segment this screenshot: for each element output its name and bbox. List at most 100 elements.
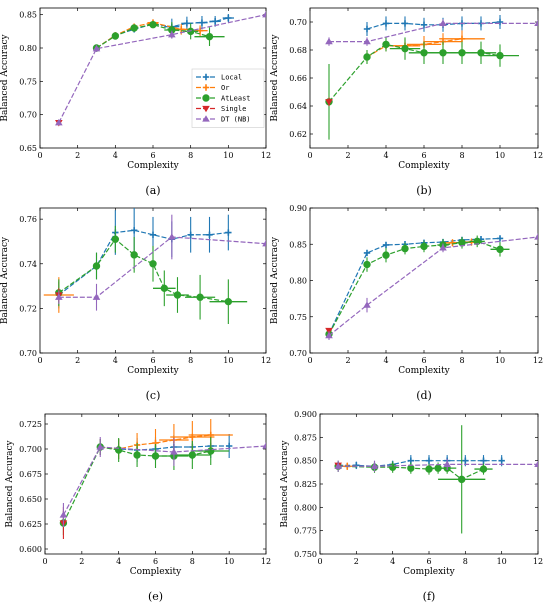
y-tick-label: 0.65 [19,144,37,153]
y-tick-label: 0.70 [289,18,307,27]
data-point [173,291,182,299]
y-tick-label: 0.650 [19,495,42,504]
y-tick-label: 0.700 [19,445,42,454]
y-tick-label: 0.75 [289,313,307,322]
chart-panel-5: 0 2 4 6 8 10 12 0.600 0.625 0.650 0.675 0.700 0.725 C… [5,413,271,603]
series-line [328,240,501,335]
data-point [534,233,538,240]
plot-area [43,208,266,324]
y-axis-title: Balanced Accuracy [0,236,10,324]
y-axis-title: Balanced Accuracy [5,439,15,527]
x-tick-label: 0 [307,356,312,365]
data-point [96,443,105,450]
data-point [420,49,428,57]
legend-label: DT (NB) [221,116,251,124]
y-tick-label: 0.80 [19,44,37,53]
data-point [187,231,194,238]
x-tick-label: 4 [383,151,388,160]
x-axis-title: Complexity [127,161,179,171]
x-tick-label: 8 [190,557,195,566]
data-point [325,331,333,339]
y-tick-label: 0.625 [19,520,42,529]
data-point [363,53,371,61]
series-line [338,463,538,467]
x-tick-label: 6 [150,356,155,365]
data-point [92,262,101,270]
series-line [328,237,501,335]
y-tick-label: 0.875 [294,433,317,442]
panel-letter: (e) [148,590,163,603]
data-point [188,451,197,459]
plot-area [55,10,266,127]
legend-label: AtLeast [221,95,251,103]
y-tick-label: 0.675 [19,470,42,479]
series-line [366,38,463,58]
data-point [149,231,157,238]
x-axis-title: Complexity [130,567,182,577]
data-point [479,465,488,473]
x-tick-label: 6 [426,557,431,566]
x-tick-label: 0 [37,151,42,160]
data-point [149,20,157,29]
legend: Local Or AtLeast Single DT (NB) [191,68,265,128]
x-tick-label: 10 [495,356,505,365]
x-tick-label: 10 [224,557,234,566]
x-tick-label: 4 [383,356,388,365]
data-point [353,462,360,469]
legend-marker [202,94,210,102]
data-point [130,227,138,234]
data-point [168,233,176,240]
data-point [449,239,456,246]
series-dt-nb- [59,437,266,527]
y-tick-label: 0.68 [289,46,307,55]
data-point [92,293,101,300]
data-point [370,462,379,469]
legend-marker [202,84,210,91]
data-point [225,229,232,236]
series-dt-nb- [55,214,266,311]
series-atleast [334,425,493,534]
x-tick-label: 12 [261,356,271,365]
x-tick-label: 12 [261,151,271,160]
data-point [458,49,466,57]
plot-frame [319,413,539,555]
y-tick-label: 0.75 [19,77,37,86]
y-tick-label: 0.66 [289,74,307,83]
series-line [62,445,266,516]
data-point [363,25,371,33]
series-line [58,14,266,123]
data-point [439,49,447,57]
chart-panel-3: 0 2 4 6 8 10 12 0.70 0.72 0.74 0.76 Complexity Balan… [0,207,271,402]
data-point [196,27,204,34]
data-point [458,475,466,484]
x-tick-label: 12 [533,356,543,365]
x-tick-label: 4 [113,151,118,160]
series-local [325,235,504,338]
data-point [462,457,469,464]
data-point [149,260,157,268]
data-point [325,327,333,335]
y-tick-label: 0.72 [19,304,37,313]
legend-marker [202,105,210,113]
series-local [334,455,505,470]
data-point [207,447,215,455]
y-axis-title: Balanced Accuracy [270,236,280,324]
x-tick-label: 2 [345,151,350,160]
chart-panel-4: 0 2 4 6 8 10 12 0.70 0.75 0.80 0.85 0.90 Complexity B… [270,204,543,402]
x-tick-label: 6 [153,557,158,566]
x-tick-label: 8 [459,356,464,365]
series-dt-nb- [334,458,538,472]
data-point [178,26,185,33]
data-point [334,462,342,469]
y-tick-label: 0.70 [19,349,37,358]
data-point [262,239,266,247]
x-tick-label: 0 [307,151,312,160]
x-axis-title: Complexity [127,366,179,376]
y-tick-label: 0.750 [294,550,317,559]
data-point [534,19,538,27]
y-axis-title: Balanced Accuracy [0,33,10,121]
panel-letter: (b) [416,184,432,197]
data-point [198,19,206,26]
data-point [160,284,169,293]
data-point [59,511,68,518]
